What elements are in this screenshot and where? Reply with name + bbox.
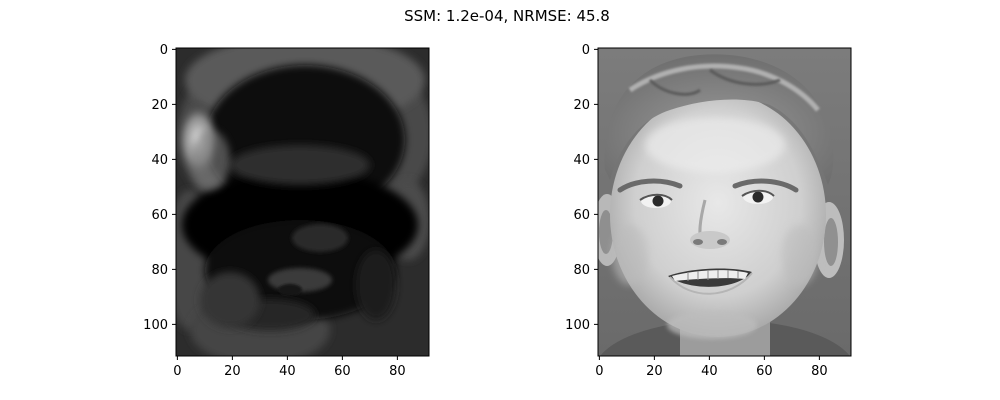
right-x-tick-label: 60 — [756, 364, 773, 379]
right-y-axis: 0 20 40 60 80 100 — [565, 43, 598, 333]
left-x-tick-label: 20 — [224, 364, 241, 379]
right-y-tick-label: 0 — [582, 43, 590, 58]
right-y-tick-label: 100 — [565, 318, 590, 333]
right-x-tick-label: 40 — [701, 364, 718, 379]
left-y-axis: 0 20 40 60 80 100 — [143, 43, 176, 333]
left-axes-frame — [175, 47, 430, 357]
left-x-axis: 0 20 40 60 80 — [173, 356, 406, 379]
left-x-tick-label: 40 — [279, 364, 296, 379]
left-y-tick-label: 40 — [151, 153, 168, 168]
left-x-tick-label: 60 — [334, 364, 351, 379]
left-x-tick-label: 80 — [389, 364, 406, 379]
left-y-tick-label: 20 — [151, 98, 168, 113]
left-y-tick-label: 60 — [151, 208, 168, 223]
left-image — [176, 48, 429, 356]
right-y-tick-label: 60 — [573, 208, 590, 223]
right-y-tick-label: 20 — [573, 98, 590, 113]
right-panel: 0 20 40 60 80 0 20 40 60 80 100 — [565, 43, 852, 379]
right-axes-frame — [597, 47, 852, 357]
right-image — [598, 48, 851, 356]
left-y-tick-label: 0 — [160, 43, 168, 58]
right-x-tick-label: 0 — [595, 364, 603, 379]
right-x-tick-label: 80 — [811, 364, 828, 379]
right-x-tick-label: 20 — [646, 364, 663, 379]
left-y-tick-label: 80 — [151, 263, 168, 278]
left-x-tick-label: 0 — [173, 364, 181, 379]
left-y-tick-label: 100 — [143, 318, 168, 333]
left-panel: 0 20 40 60 80 0 20 40 60 80 100 — [143, 43, 430, 379]
figure-title: SSM: 1.2e-04, NRMSE: 45.8 — [404, 7, 610, 25]
right-y-tick-label: 80 — [573, 263, 590, 278]
right-y-tick-label: 40 — [573, 153, 590, 168]
right-x-axis: 0 20 40 60 80 — [595, 356, 828, 379]
